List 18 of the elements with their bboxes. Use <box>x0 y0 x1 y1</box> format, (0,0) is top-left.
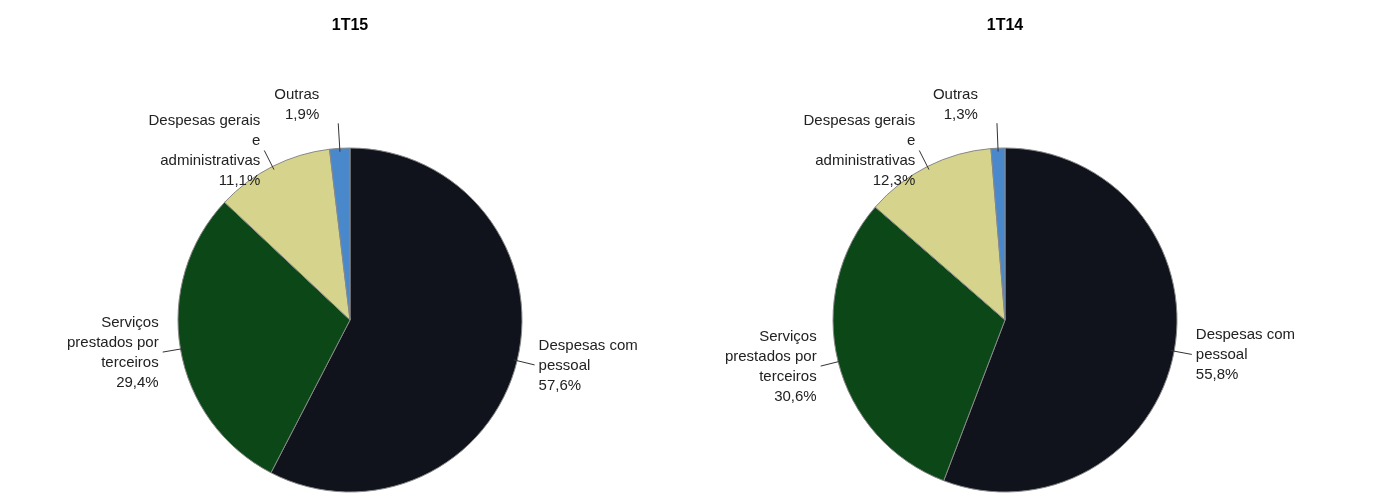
slice-label: Outras <box>274 85 320 103</box>
slice-label: Serviços prestados por terceiros <box>724 327 817 385</box>
slice-label: Despesas gerais e administrativas <box>148 111 261 169</box>
data-label: 1,9% <box>285 105 320 123</box>
data-label: 29,4% <box>116 373 159 391</box>
data-label: 55,8% <box>1195 365 1239 383</box>
slice-label: Despesas com pessoal <box>1195 325 1296 363</box>
chart-title: 1T14 <box>986 16 1024 33</box>
slice-label: Serviços prestados por terceiros <box>66 313 159 371</box>
data-label: 11,1% <box>218 171 261 189</box>
data-label: 57,6% <box>538 375 582 393</box>
slice-label: Despesas gerais e administrativas <box>803 111 916 169</box>
slice-label: Despesas com pessoal <box>538 335 638 373</box>
slice-label: Outras <box>932 85 978 103</box>
data-label: 30,6% <box>774 387 817 405</box>
data-label: 1,3% <box>943 105 978 123</box>
chart-title: 1T15 <box>331 16 369 33</box>
data-label: 12,3% <box>872 171 916 189</box>
